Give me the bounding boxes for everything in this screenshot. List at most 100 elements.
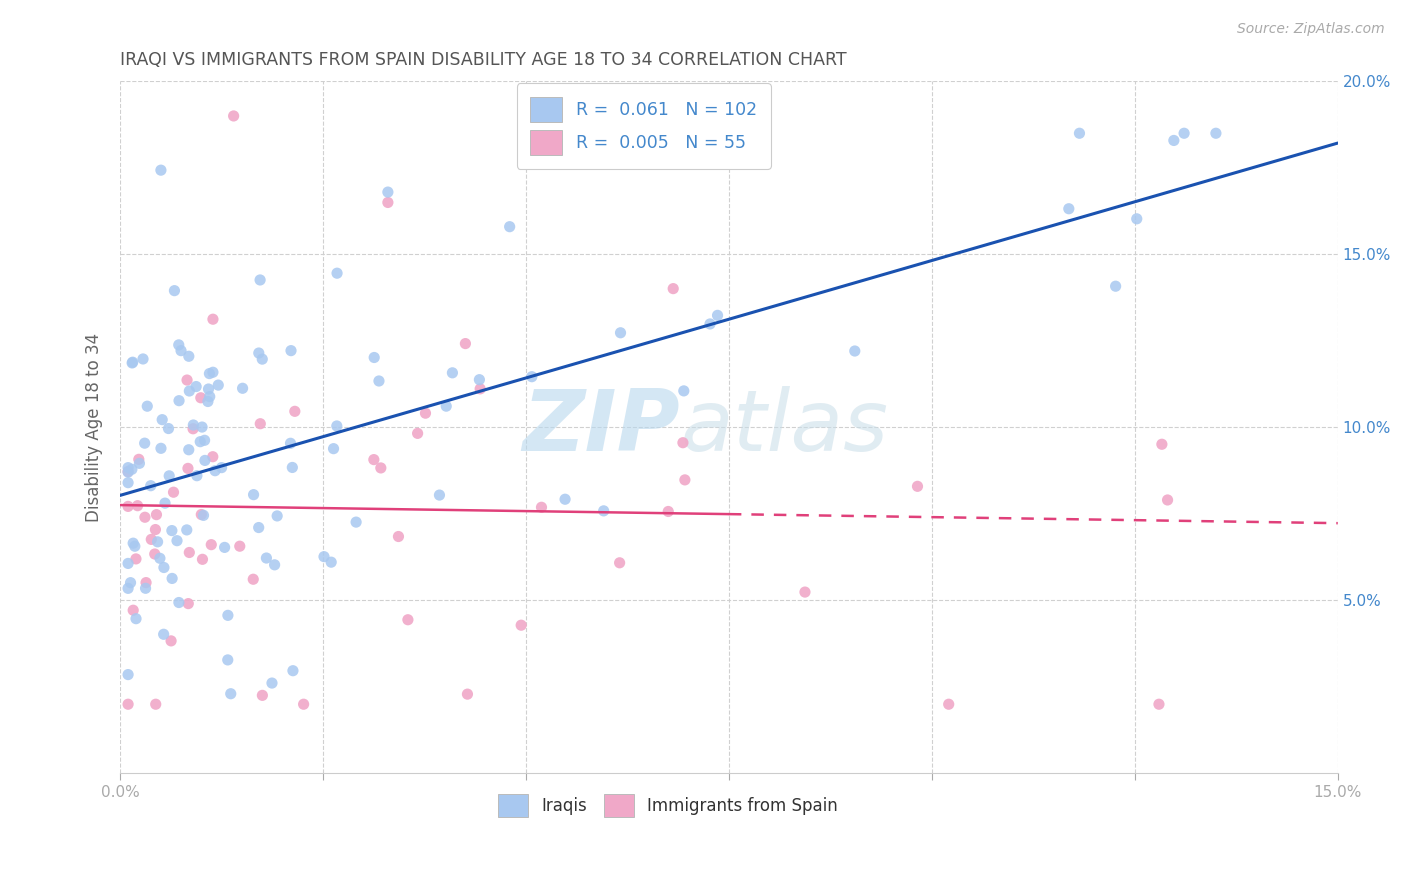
Point <box>263 558 285 572</box>
Point <box>280 343 302 358</box>
Point <box>1173 126 1195 140</box>
Legend: Iraqis, Immigrants from Spain: Iraqis, Immigrants from Spain <box>491 787 845 824</box>
Point <box>510 618 533 632</box>
Point <box>122 536 145 550</box>
Point <box>191 420 214 434</box>
Point <box>434 399 457 413</box>
Point <box>128 456 150 470</box>
Point <box>128 452 150 467</box>
Point <box>363 452 385 467</box>
Point <box>1069 126 1091 140</box>
Point <box>377 185 399 199</box>
Point <box>125 552 148 566</box>
Point <box>217 653 239 667</box>
Point <box>441 366 464 380</box>
Point <box>177 597 200 611</box>
Point <box>252 352 274 367</box>
Point <box>145 508 167 522</box>
Point <box>117 557 139 571</box>
Point <box>163 284 186 298</box>
Point <box>176 523 198 537</box>
Point <box>222 109 245 123</box>
Point <box>214 541 236 555</box>
Point <box>179 384 201 398</box>
Point <box>121 356 143 370</box>
Point <box>387 529 409 543</box>
Point <box>344 515 367 529</box>
Point <box>179 545 201 559</box>
Point <box>266 508 288 523</box>
Text: ZIP: ZIP <box>523 386 681 469</box>
Point <box>415 406 437 420</box>
Point <box>554 492 576 507</box>
Point <box>117 697 139 711</box>
Point <box>609 556 631 570</box>
Point <box>197 394 219 409</box>
Point <box>167 393 190 408</box>
Point <box>162 485 184 500</box>
Point <box>150 412 173 426</box>
Point <box>117 475 139 490</box>
Point <box>117 465 139 479</box>
Point <box>242 488 264 502</box>
Point <box>662 282 685 296</box>
Point <box>177 461 200 475</box>
Point <box>211 460 233 475</box>
Point <box>121 355 143 369</box>
Point <box>190 391 212 405</box>
Point <box>794 585 817 599</box>
Point <box>454 336 477 351</box>
Point <box>207 378 229 392</box>
Point <box>177 442 200 457</box>
Point <box>186 379 208 393</box>
Point <box>193 508 215 523</box>
Point <box>117 500 139 514</box>
Point <box>252 689 274 703</box>
Point <box>132 351 155 366</box>
Point <box>149 551 172 566</box>
Point <box>157 421 180 435</box>
Point <box>470 382 492 396</box>
Point <box>249 273 271 287</box>
Point <box>190 508 212 522</box>
Point <box>280 436 302 450</box>
Point <box>146 534 169 549</box>
Point <box>134 436 156 450</box>
Point <box>592 504 614 518</box>
Point <box>368 374 391 388</box>
Point <box>135 582 157 596</box>
Point <box>120 575 142 590</box>
Point <box>149 442 172 456</box>
Point <box>284 404 307 418</box>
Point <box>1104 279 1126 293</box>
Point <box>672 435 695 450</box>
Text: atlas: atlas <box>681 386 889 469</box>
Point <box>157 468 180 483</box>
Point <box>322 442 344 456</box>
Point <box>520 369 543 384</box>
Point <box>1156 493 1178 508</box>
Point <box>200 538 222 552</box>
Point <box>429 488 451 502</box>
Point <box>186 468 208 483</box>
Point <box>117 460 139 475</box>
Point <box>194 434 217 448</box>
Point <box>143 547 166 561</box>
Point <box>1163 133 1185 147</box>
Point <box>456 687 478 701</box>
Point <box>198 390 221 404</box>
Point <box>166 533 188 548</box>
Point <box>292 697 315 711</box>
Point <box>396 613 419 627</box>
Point <box>530 500 553 515</box>
Point <box>188 434 211 449</box>
Point <box>181 422 204 436</box>
Point <box>673 473 696 487</box>
Point <box>149 163 172 178</box>
Text: IRAQI VS IMMIGRANTS FROM SPAIN DISABILITY AGE 18 TO 34 CORRELATION CHART: IRAQI VS IMMIGRANTS FROM SPAIN DISABILIT… <box>120 51 846 69</box>
Point <box>247 520 270 534</box>
Point <box>229 539 252 553</box>
Point <box>281 664 304 678</box>
Point <box>201 365 224 379</box>
Point <box>117 465 139 479</box>
